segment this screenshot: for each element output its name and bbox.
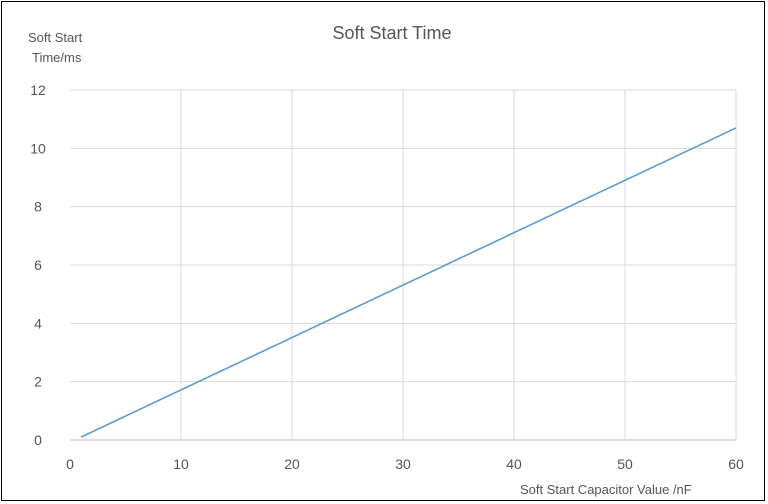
x-tick-label: 0 (66, 456, 74, 472)
x-axis-title: Soft Start Capacitor Value /nF (520, 482, 692, 497)
x-tick-label: 20 (284, 456, 300, 472)
y-tick-label: 10 (30, 140, 46, 156)
y-tick-label: 12 (30, 82, 46, 98)
plot-area: 0 2 4 6 8 10 12 0 10 20 30 40 50 60 (30, 82, 744, 472)
x-tick-label: 30 (395, 456, 411, 472)
y-axis-title-line2: Time/ms (32, 50, 82, 65)
y-tick-label: 8 (34, 199, 42, 215)
y-tick-label: 0 (34, 432, 42, 448)
chart-title: Soft Start Time (332, 23, 451, 43)
x-tick-label: 10 (173, 456, 189, 472)
y-tick-label: 6 (34, 257, 42, 273)
series-line (80, 127, 737, 438)
x-tick-label: 40 (506, 456, 522, 472)
y-axis-title-line1: Soft Start (28, 30, 83, 45)
y-tick-label: 2 (34, 374, 42, 390)
x-tick-label: 60 (728, 456, 744, 472)
x-tick-label: 50 (617, 456, 633, 472)
y-tick-label: 4 (34, 315, 42, 331)
